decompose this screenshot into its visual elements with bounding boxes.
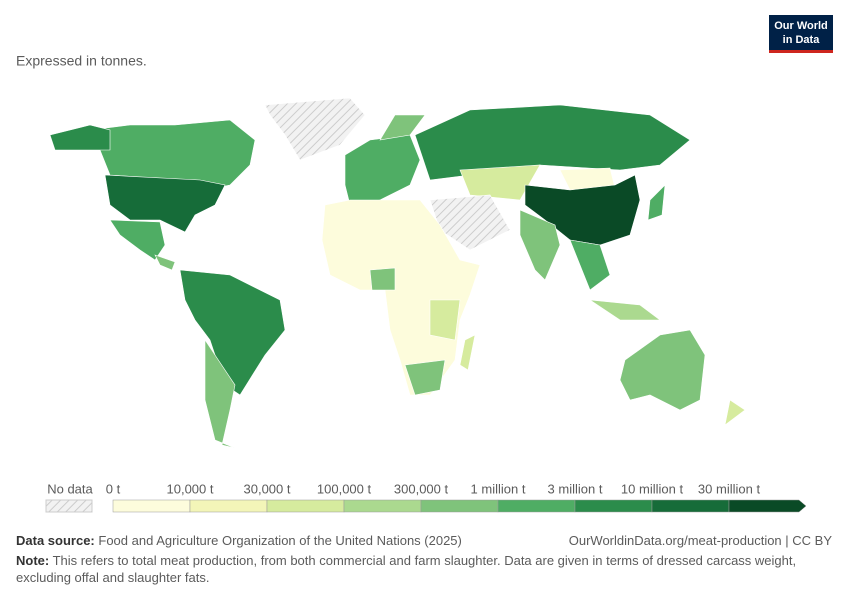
legend-label: 3 million t bbox=[548, 481, 603, 496]
africa bbox=[321, 199, 481, 396]
indonesia bbox=[589, 299, 661, 321]
greenland bbox=[264, 97, 366, 161]
legend-swatch bbox=[728, 499, 807, 513]
mexico bbox=[109, 219, 166, 261]
central-america bbox=[154, 254, 176, 271]
alaska bbox=[49, 124, 111, 151]
url[interactable]: OurWorldinData.org/meat-production | CC … bbox=[568, 533, 832, 548]
legend-label: 300,000 t bbox=[394, 481, 449, 496]
source-label: Data source: bbox=[16, 533, 95, 548]
brazil bbox=[179, 269, 286, 396]
legend-label: 0 t bbox=[106, 481, 121, 496]
legend-label: 10 million t bbox=[621, 481, 684, 496]
note-text: This refers to total meat production, fr… bbox=[16, 553, 797, 585]
subtitle: Expressed in tonnes. bbox=[16, 53, 147, 69]
russia bbox=[414, 104, 691, 181]
east-africa bbox=[429, 299, 461, 341]
no-data-label: No data bbox=[47, 481, 93, 496]
map-chart: Expressed in tonnes. Our World in Data N… bbox=[16, 15, 833, 513]
logo-box bbox=[769, 15, 833, 50]
legend-swatch bbox=[420, 499, 499, 513]
central-asia bbox=[459, 164, 541, 201]
note-label: Note: bbox=[16, 553, 50, 568]
legend-swatch bbox=[574, 499, 653, 513]
logo-text: in Data bbox=[783, 34, 821, 46]
new-zealand bbox=[724, 399, 746, 426]
source-text: Food and Agriculture Organization of the… bbox=[98, 533, 462, 548]
legend-swatch bbox=[497, 499, 576, 513]
china bbox=[524, 174, 641, 246]
argentina bbox=[204, 339, 236, 449]
legend-swatch bbox=[112, 499, 191, 513]
legend: 0 t 10,000 t 30,000 t 100,000 t 300,000 t 1 m… bbox=[106, 481, 807, 513]
southeast-asia bbox=[569, 239, 611, 291]
source: Data source: Food and Agriculture Organi… bbox=[16, 532, 462, 549]
note: Note: This refers to total meat producti… bbox=[16, 552, 826, 586]
legend-swatch bbox=[189, 499, 268, 513]
legend-label: 1 million t bbox=[471, 481, 526, 496]
south-africa bbox=[404, 359, 446, 396]
legend-swatch bbox=[266, 499, 345, 513]
madagascar bbox=[459, 334, 476, 371]
scandinavia bbox=[379, 114, 426, 141]
australia bbox=[619, 329, 706, 411]
legend-swatch bbox=[651, 499, 730, 513]
canada bbox=[89, 119, 256, 191]
logo-text: Our World bbox=[774, 20, 828, 32]
usa bbox=[104, 174, 226, 233]
legend-label: 100,000 t bbox=[317, 481, 372, 496]
legend-label: 30 million t bbox=[698, 481, 761, 496]
japan bbox=[647, 184, 666, 221]
nigeria bbox=[369, 267, 396, 291]
india bbox=[519, 209, 561, 281]
legend-swatch bbox=[343, 499, 422, 513]
legend-label: 30,000 t bbox=[244, 481, 291, 496]
logo-underline bbox=[769, 50, 833, 53]
world-map bbox=[49, 97, 746, 449]
europe bbox=[344, 134, 421, 206]
legend-label: 10,000 t bbox=[167, 481, 214, 496]
no-data-swatch bbox=[45, 499, 93, 513]
